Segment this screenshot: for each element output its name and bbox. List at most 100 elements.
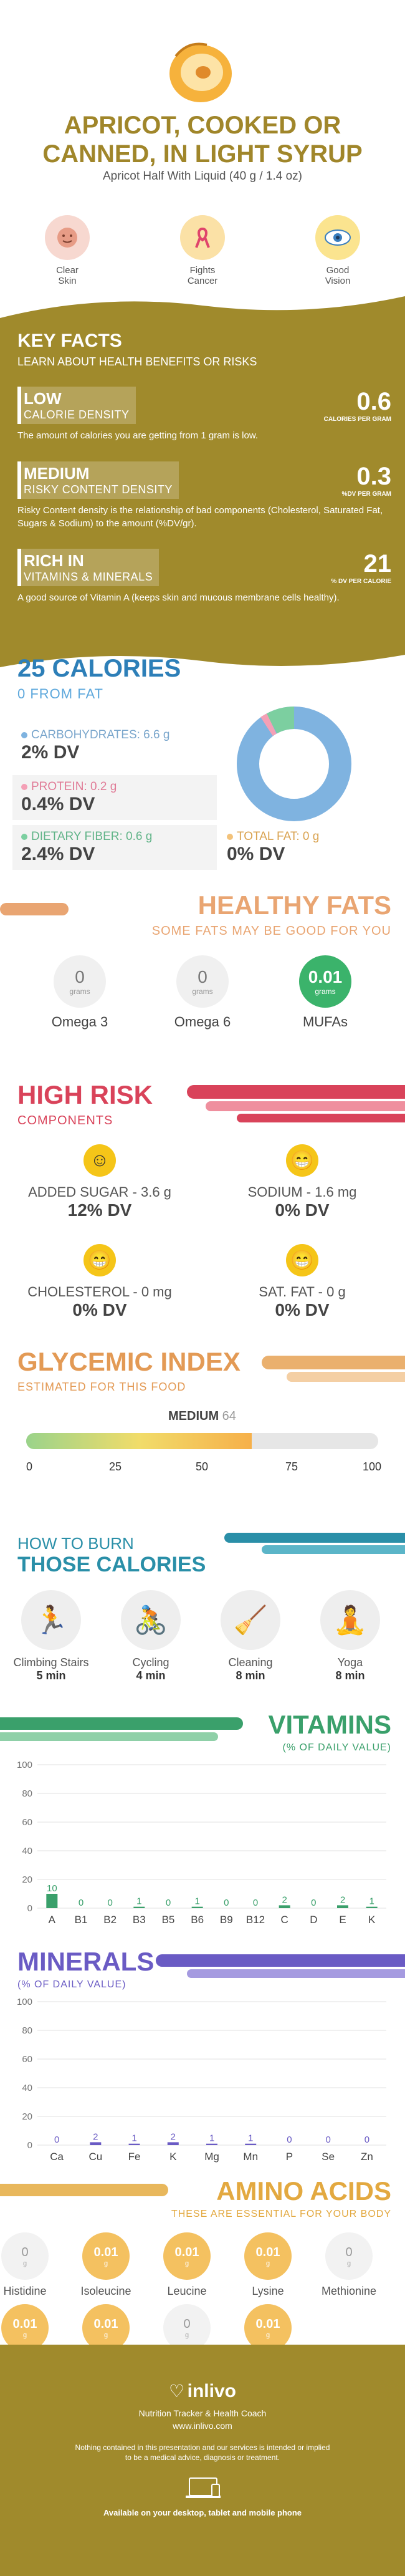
category-label: B6 [191, 1914, 204, 1926]
amino-name: Histidine [3, 2285, 47, 2297]
brand-logo: ♡ inlivo [169, 2381, 236, 2401]
risk-added-sugar: ☺ ADDED SUGAR - 3.6 g 12% DV [19, 1144, 181, 1220]
minerals-decor [156, 1954, 405, 1978]
fact-vitamins-minerals: RICH IN VITAMINS & MINERALS 21% DV PER CA… [17, 549, 391, 603]
fat-dot [227, 834, 233, 840]
ribbon-icon [180, 215, 225, 260]
badge-good-vision: Good Vision [294, 215, 381, 286]
vitamins-chart: 0 20 40 60 80 100 10 A 0 B1 0 B2 1 B3 0 B5 1 B6 0 B9 0 B12 2 C 0… [17, 1760, 386, 1926]
amino-item: 0.01 g Leucine [146, 2232, 227, 2298]
amino-item: 0 g Methionine [308, 2232, 389, 2298]
fact-calorie-density: LOW CALORIE DENSITY 0.6 CALORIES PER GRAM … [17, 387, 391, 441]
yoga-icon: 🧘 [320, 1590, 380, 1650]
amino-name: Methionine [321, 2285, 377, 2297]
amino-name: Leucine [167, 2285, 207, 2297]
bar [128, 2143, 140, 2145]
carbs-dot [21, 732, 27, 738]
category-label: Zn [361, 2151, 373, 2163]
burn-title-line1: HOW TO BURN [17, 1534, 134, 1553]
bar-value-label: 2 [282, 1894, 287, 1905]
grin-icon: 😁 [286, 1244, 318, 1276]
bar-value-label: 0 [253, 1898, 258, 1908]
apricot-illustration [163, 37, 238, 106]
category-label: B3 [133, 1914, 146, 1926]
protein-item: PROTEIN: 0.2 g 0.4% DV [12, 775, 217, 820]
category-label: Ca [50, 2151, 64, 2163]
bar-value-label: 0 [325, 2135, 330, 2145]
high-risk-section: HIGH RISK COMPONENTS ☺ ADDED SUGAR - 3.6… [0, 1073, 405, 1334]
glycemic-decor [262, 1356, 405, 1382]
key-facts-section: KEY FACTS LEARN ABOUT HEALTH BENEFITS OR… [0, 293, 405, 673]
amino-value-circle: 0.01 g [82, 2304, 130, 2352]
y-tick-label: 0 [27, 2140, 32, 2151]
calories-title: 25 CALORIES [17, 655, 181, 682]
healthy-fats-title: HEALTHY FATS [198, 890, 391, 920]
bar [133, 1906, 145, 1908]
risk-sodium: 😁 SODIUM - 1.6 mg 0% DV [221, 1144, 383, 1220]
bar-value-label: 0 [79, 1898, 83, 1908]
category-label: Se [322, 2151, 335, 2163]
amino-item: 0.01 g Lysine [227, 2232, 308, 2298]
badge-fights-cancer: Fights Cancer [159, 215, 246, 286]
category-label: B1 [75, 1914, 88, 1926]
bar-value-label: 1 [248, 2133, 253, 2144]
y-tick-label: 100 [17, 1760, 32, 1770]
bar-value-label: 1 [209, 2133, 214, 2144]
amino-item: 0.01 g Isoleucine [65, 2232, 146, 2298]
fiber-item: DIETARY FIBER: 0.6 g 2.4% DV [12, 825, 217, 870]
carbs-item: CARBOHYDRATES: 6.6 g 2% DV [21, 728, 170, 763]
bar-value-label: 0 [107, 1898, 112, 1908]
category-label: Mg [204, 2151, 219, 2163]
bar [366, 1906, 378, 1908]
vitamins-title: VITAMINS [268, 1710, 391, 1739]
y-tick-label: 80 [22, 2025, 32, 2036]
bar [206, 2143, 217, 2145]
y-tick-label: 20 [22, 2111, 32, 2122]
grin-icon: 😁 [286, 1144, 318, 1177]
fats-decor [0, 903, 69, 915]
category-label: A [49, 1914, 56, 1926]
heart-icon: ♡ [169, 2381, 185, 2401]
amino-value-circle: 0.01 g [244, 2304, 292, 2352]
category-label: B9 [220, 1914, 233, 1926]
minerals-subtitle: (% OF DAILY VALUE) [17, 1979, 126, 1990]
category-label: Cu [88, 2151, 102, 2163]
category-label: B5 [162, 1914, 175, 1926]
amino-value-circle: 0.01 g [163, 2232, 211, 2280]
disclaimer-line1: Nothing contained in this presentation a… [75, 2443, 330, 2452]
cycling-icon: 🚴 [121, 1590, 181, 1650]
bar-value-label: 1 [194, 1896, 199, 1907]
calories-section: 25 CALORIES 0 FROM FAT CARBOHYDRATES: 6.… [0, 655, 405, 885]
burn-yoga: 🧘 Yoga 8 min [307, 1590, 394, 1682]
bar [90, 2142, 102, 2145]
bar [279, 1905, 290, 1908]
page-title: APRICOT, COOKED OR CANNED, IN LIGHT SYRU… [42, 112, 363, 168]
bar [337, 1905, 348, 1908]
bar [46, 1894, 58, 1908]
bar-value-label: 0 [364, 2135, 369, 2145]
vitamins-section: VITAMINS (% OF DAILY VALUE) 0 20 40 60 80 100… [0, 1709, 405, 1939]
footer-url[interactable]: www.inlivo.com [173, 2421, 232, 2431]
glycemic-subtitle: ESTIMATED FOR THIS FOOD [17, 1381, 186, 1393]
amino-item: 0 g Histidine [0, 2232, 65, 2298]
category-label: B12 [246, 1914, 265, 1926]
risk-decor [187, 1085, 405, 1122]
category-label: K [368, 1914, 376, 1926]
healthy-fats-subtitle: SOME FATS MAY BE GOOD FOR YOU [151, 924, 391, 938]
bar-value-label: 0 [311, 1898, 316, 1908]
omega6-item: 0 grams Omega 6 [146, 955, 259, 1030]
burn-climbing-stairs: 🏃 Climbing Stairs 5 min [7, 1590, 95, 1682]
amino-title: AMINO ACIDS [216, 2176, 391, 2206]
bar-value-label: 10 [47, 1883, 57, 1894]
amino-value-circle: 0.01 g [244, 2232, 292, 2280]
category-label: C [281, 1914, 288, 1926]
serving-size: Apricot Half With Liquid (40 g / 1.4 oz) [103, 170, 302, 183]
high-risk-title: HIGH RISK [17, 1080, 153, 1109]
bar-value-label: 0 [166, 1898, 171, 1908]
y-tick-label: 0 [27, 1903, 32, 1914]
footer-available: Available on your desktop, tablet and mo… [103, 2508, 302, 2517]
amino-decor [0, 2184, 168, 2196]
category-label: K [169, 2151, 177, 2163]
